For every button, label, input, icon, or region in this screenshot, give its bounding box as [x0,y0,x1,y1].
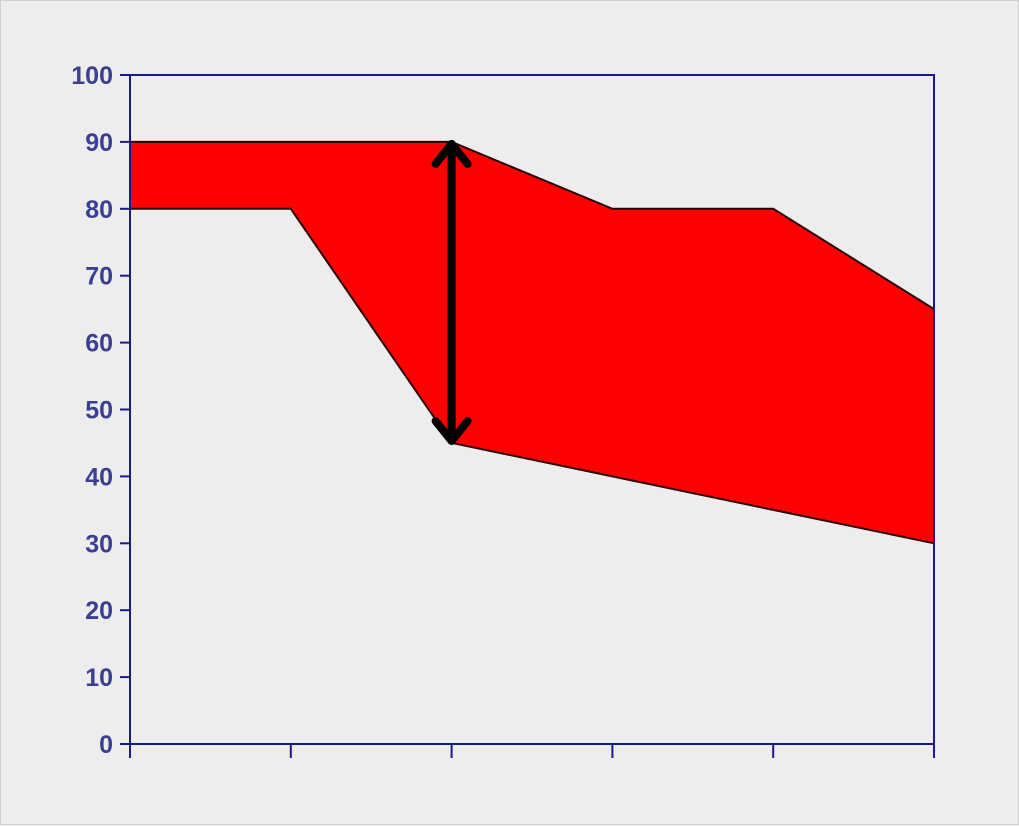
y-tick-label: 90 [85,129,113,157]
y-tick-label: 20 [85,597,113,625]
y-tick-label: 80 [85,196,113,224]
tick-label-layer: 0 10 20 30 40 50 60 70 80 90 100 [71,62,113,759]
y-tick-label: 60 [85,330,113,358]
y-tick-label: 100 [71,62,113,90]
y-tick-label: 10 [85,664,113,692]
y-tick-label: 70 [85,263,113,291]
y-tick-label: 50 [85,397,113,425]
band-area [130,141,934,544]
y-tick-label: 30 [85,530,113,558]
y-tick-label: 40 [85,463,113,491]
annotation-layer [431,139,472,445]
y-tick-label: 0 [99,731,113,759]
axis-layer [120,74,935,758]
band-layer [130,140,935,545]
upper-series-line [130,140,935,310]
lower-series-line [130,207,935,545]
arrow-head-top [431,139,472,168]
arrow-head-bottom [431,416,472,445]
